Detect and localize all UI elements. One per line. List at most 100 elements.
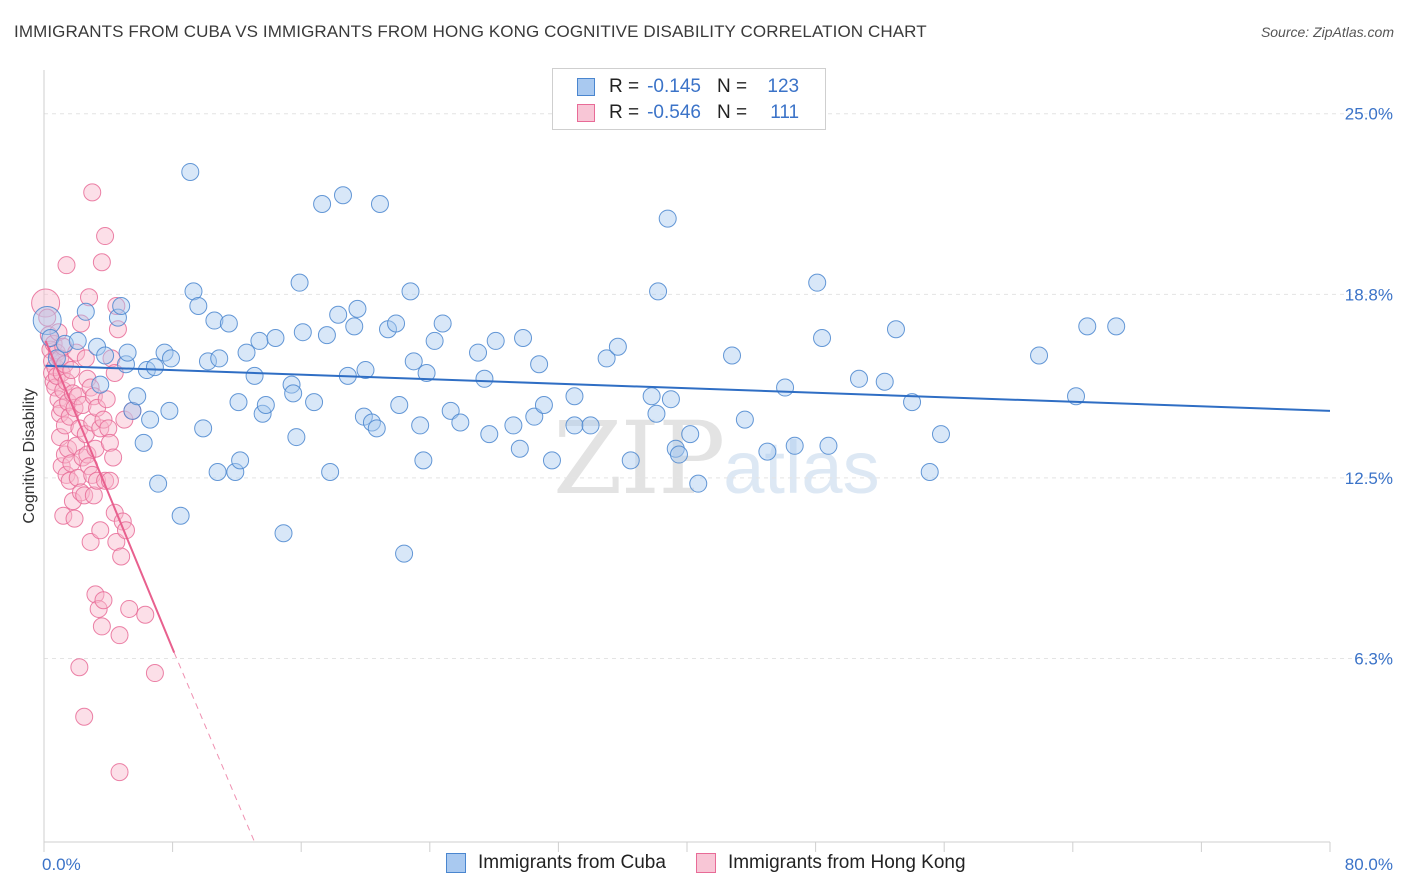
cuba-point bbox=[597, 349, 616, 368]
hk-point bbox=[57, 465, 76, 484]
hk-point bbox=[145, 664, 164, 683]
r-value-cuba: -0.145 bbox=[647, 76, 701, 97]
hk-point bbox=[80, 288, 99, 307]
cuba-point bbox=[141, 410, 160, 429]
cuba-point bbox=[229, 393, 248, 412]
cuba-point bbox=[510, 439, 529, 458]
hk-point bbox=[96, 227, 115, 246]
hk-point bbox=[94, 410, 113, 429]
cuba-point bbox=[284, 384, 303, 403]
series-legend: Immigrants from Cuba Immigrants from Hon… bbox=[446, 852, 996, 874]
cuba-point bbox=[96, 346, 115, 365]
cuba-point bbox=[149, 474, 168, 493]
cuba-point bbox=[469, 343, 488, 362]
cuba-point bbox=[411, 416, 430, 435]
watermark-atlas: atlas bbox=[723, 426, 880, 509]
hk-point bbox=[38, 308, 57, 327]
cuba-point bbox=[649, 282, 668, 301]
cuba-point bbox=[76, 302, 95, 321]
cuba-point bbox=[290, 273, 309, 292]
hk-point bbox=[120, 599, 139, 618]
hk-point bbox=[92, 617, 111, 636]
cuba-point bbox=[395, 544, 414, 563]
correlation-legend: R = -0.145 N = 123 R = -0.546 N = 111 bbox=[552, 68, 826, 130]
cuba-point bbox=[776, 378, 795, 397]
hk-point bbox=[71, 314, 90, 333]
hk-point bbox=[92, 253, 111, 272]
cuba-point bbox=[112, 296, 131, 315]
cuba-swatch bbox=[446, 853, 466, 873]
cuba-point bbox=[181, 162, 200, 181]
y-tick-label: 18.8% bbox=[1345, 285, 1393, 304]
hk-point bbox=[57, 256, 76, 275]
hk-point bbox=[112, 547, 131, 566]
cuba-point bbox=[362, 413, 381, 432]
r-label: R = bbox=[609, 102, 640, 123]
cuba-point bbox=[123, 401, 142, 420]
cuba-point bbox=[647, 404, 666, 423]
cuba-point bbox=[189, 296, 208, 315]
n-label: N = bbox=[717, 76, 748, 97]
cuba-point bbox=[417, 363, 436, 382]
x-tick-label: 0.0% bbox=[42, 855, 81, 874]
cuba-point bbox=[608, 337, 627, 356]
x-tick-label: 80.0% bbox=[1345, 855, 1393, 874]
cuba-point bbox=[542, 451, 561, 470]
cuba-point bbox=[1107, 317, 1126, 336]
y-tick-label: 25.0% bbox=[1345, 105, 1393, 124]
cuba-point bbox=[819, 436, 838, 455]
cuba-point bbox=[486, 331, 505, 350]
cuba-point bbox=[208, 463, 227, 482]
cuba-point bbox=[441, 401, 460, 420]
cuba-point bbox=[387, 314, 406, 333]
cuba-point bbox=[414, 451, 433, 470]
cuba-point bbox=[345, 317, 364, 336]
legend-item-hk[interactable]: Immigrants from Hong Kong bbox=[695, 852, 966, 874]
cuba-point bbox=[226, 463, 245, 482]
cuba-point bbox=[785, 436, 804, 455]
cuba-point bbox=[658, 209, 677, 228]
cuba-point bbox=[219, 314, 238, 333]
r-label: R = bbox=[609, 76, 640, 97]
cuba-point bbox=[514, 329, 533, 348]
y-tick-label: 6.3% bbox=[1354, 649, 1393, 668]
cuba-point bbox=[666, 439, 685, 458]
cuba-point bbox=[875, 372, 894, 391]
cuba-point bbox=[160, 401, 179, 420]
cuba-point bbox=[758, 442, 777, 461]
hk-point bbox=[70, 658, 89, 677]
hk-point bbox=[84, 486, 103, 505]
hk-point bbox=[75, 707, 94, 726]
cuba-point bbox=[735, 410, 754, 429]
cuba-point bbox=[237, 343, 256, 362]
legend-label-cuba: Immigrants from Cuba bbox=[478, 852, 666, 873]
hk-point bbox=[100, 433, 119, 452]
n-label: N = bbox=[717, 102, 748, 123]
cuba-point bbox=[317, 326, 336, 345]
hk-point bbox=[94, 591, 113, 610]
cuba-point bbox=[931, 425, 950, 444]
cuba-point bbox=[565, 387, 584, 406]
r-value-hk: -0.546 bbox=[647, 102, 701, 123]
cuba-point bbox=[1067, 387, 1086, 406]
cuba-point bbox=[367, 419, 386, 438]
hk-point bbox=[99, 419, 118, 438]
legend-item-cuba[interactable]: Immigrants from Cuba bbox=[446, 852, 666, 874]
hk-trend-line bbox=[44, 340, 176, 654]
cuba-point bbox=[313, 195, 332, 214]
cuba-point bbox=[205, 311, 224, 330]
y-tick-label: 12.5% bbox=[1345, 469, 1393, 488]
cuba-point bbox=[194, 419, 213, 438]
cuba-point bbox=[681, 425, 700, 444]
cuba-point bbox=[91, 375, 110, 394]
cuba-point bbox=[266, 329, 285, 348]
cuba-point bbox=[565, 416, 584, 435]
cuba-point bbox=[161, 349, 180, 368]
cuba-point bbox=[404, 352, 423, 371]
cuba-point bbox=[475, 369, 494, 388]
hk-point bbox=[104, 448, 123, 467]
hk-point bbox=[107, 532, 126, 551]
cuba-point bbox=[642, 387, 661, 406]
cuba-point bbox=[198, 352, 217, 371]
